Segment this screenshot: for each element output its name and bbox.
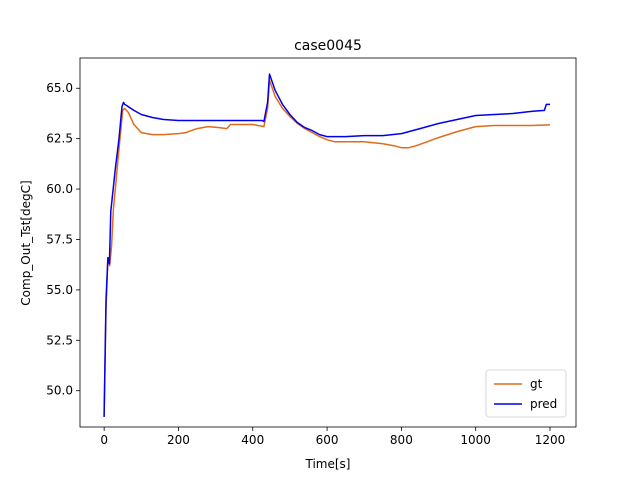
y-axis-label: Comp_Out_Tst[degC] (19, 180, 33, 305)
y-tick-label: 50.0 (46, 384, 73, 398)
y-axis: 50.0 52.5 55.0 57.5 60.0 62.5 65.0 (46, 81, 80, 398)
x-tick-label: 800 (390, 433, 413, 447)
legend-label-pred: pred (530, 397, 557, 411)
y-tick-label: 52.5 (46, 333, 73, 347)
plot-area (79, 57, 577, 428)
x-axis-label: Time[s] (305, 457, 351, 471)
series-line-pred (103, 73, 550, 417)
x-axis: 0 200 400 600 800 1000 1200 (100, 427, 565, 447)
x-tick-label: 400 (241, 433, 264, 447)
x-tick-label: 200 (167, 433, 190, 447)
y-tick-label: 65.0 (46, 81, 73, 95)
x-tick-label: 1200 (535, 433, 566, 447)
series-line-gt (103, 79, 551, 417)
x-tick-label: 0 (100, 433, 108, 447)
legend: gt pred (485, 369, 567, 418)
x-tick-label: 600 (316, 433, 339, 447)
y-tick-label: 57.5 (46, 232, 73, 246)
legend-box (485, 369, 567, 418)
axes-frame (79, 57, 577, 428)
y-tick-label: 55.0 (46, 283, 73, 297)
legend-label-gt: gt (530, 377, 543, 391)
y-tick-label: 60.0 (46, 182, 73, 196)
chart-title: case0045 (294, 38, 362, 54)
series-group (103, 73, 551, 417)
y-tick-label: 62.5 (46, 132, 73, 146)
x-tick-label: 1000 (460, 433, 491, 447)
